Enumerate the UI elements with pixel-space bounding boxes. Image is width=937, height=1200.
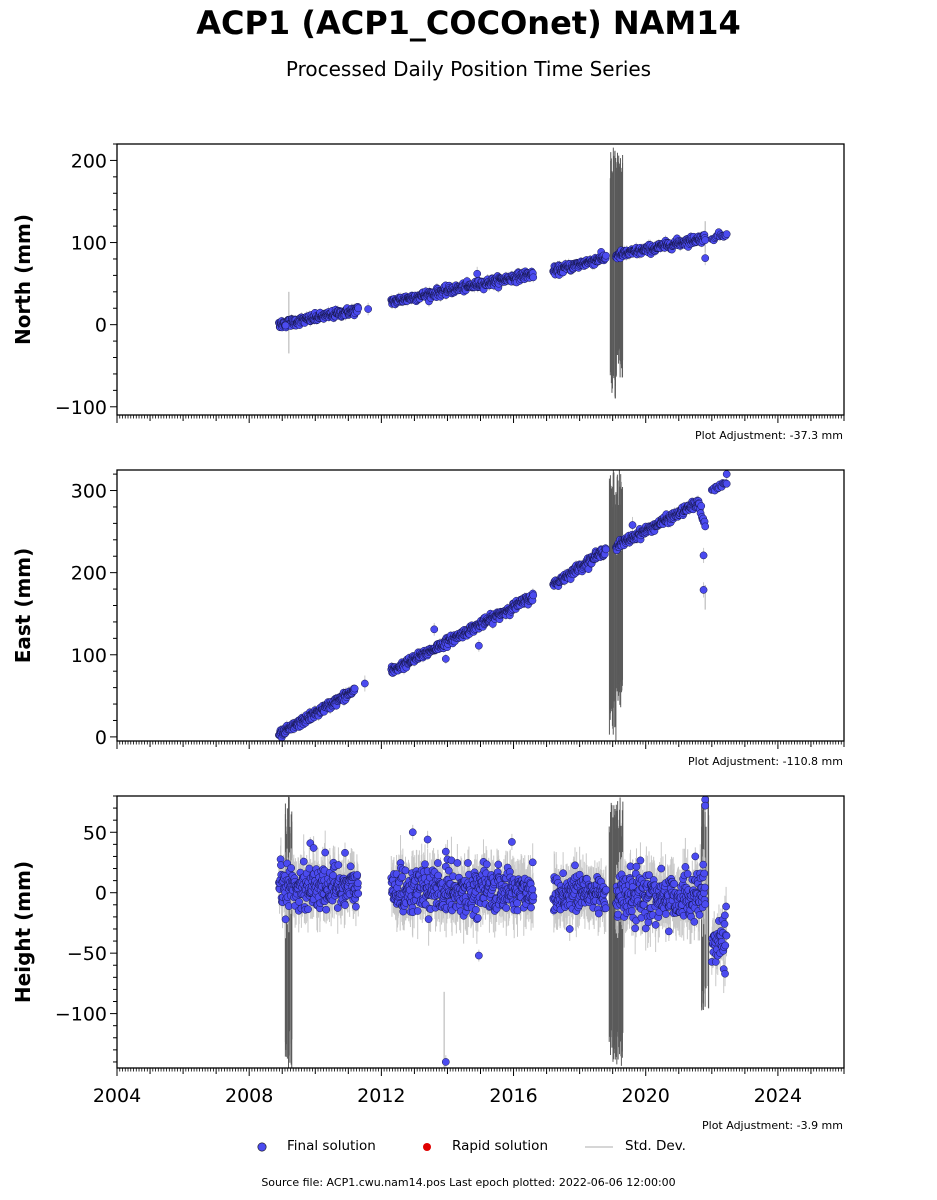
y-tick-label: 200	[71, 150, 107, 172]
data-point	[364, 305, 372, 313]
y-tick-label: 100	[71, 233, 107, 255]
data-point	[699, 586, 708, 594]
chart-title: ACP1 (ACP1_COCOnet) NAM14	[196, 4, 741, 42]
chart-subtitle: Processed Daily Position Time Series	[285, 57, 652, 81]
plot-area	[275, 147, 731, 399]
data-point	[722, 479, 731, 488]
plot-frame	[116, 469, 845, 742]
data-point	[628, 521, 637, 529]
y-tick-label: 0	[95, 727, 107, 749]
y-tick-label: 200	[71, 563, 107, 585]
data-point	[529, 591, 538, 600]
data-point	[602, 545, 610, 554]
data-point	[441, 655, 450, 663]
data-point	[699, 551, 708, 560]
data-point	[701, 236, 710, 245]
data-point	[529, 273, 538, 282]
data-point	[701, 522, 710, 531]
data-point	[722, 470, 731, 478]
panel-1: 0 100 200 300 East (mm)	[11, 469, 845, 749]
data-point	[473, 269, 482, 278]
data-point	[722, 230, 731, 238]
y-tick-label: 0	[95, 315, 107, 337]
data-point	[602, 251, 610, 260]
data-point	[430, 625, 439, 634]
plot-area	[275, 796, 731, 1068]
data-point	[474, 641, 483, 650]
y-tick-label: −100	[55, 397, 107, 419]
data-point	[697, 502, 706, 510]
data-point	[701, 254, 710, 262]
data-point	[281, 321, 290, 330]
y-axis-label: North (mm)	[11, 214, 35, 345]
panel-0: −100 0 100 200 North (mm)	[11, 143, 845, 423]
y-axis-label: East (mm)	[11, 548, 35, 664]
data-point	[354, 304, 363, 313]
plot-area	[275, 470, 731, 741]
data-point	[350, 684, 359, 693]
data-point	[360, 679, 369, 688]
y-tick-label: 100	[71, 645, 107, 667]
y-tick-label: 300	[71, 481, 107, 503]
